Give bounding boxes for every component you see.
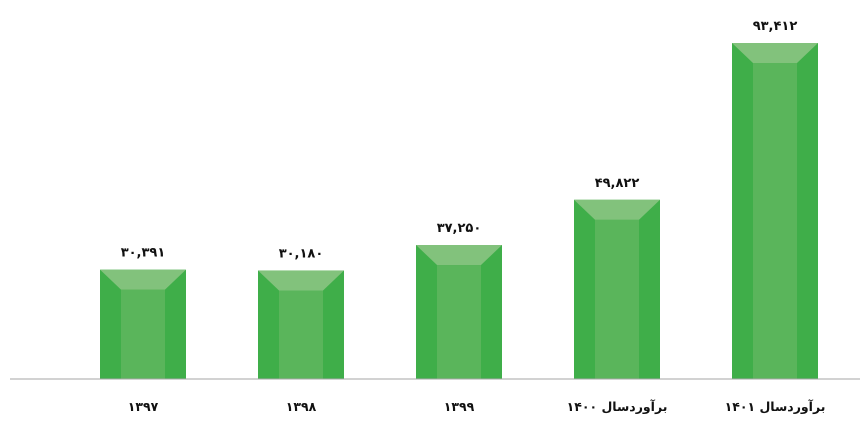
bar-value-label: ۴۹,۸۲۲ <box>595 176 640 191</box>
bar-value-label: ۳۷,۲۵۰ <box>437 221 482 236</box>
bar <box>574 199 660 379</box>
bar-value-label: ۹۳,۴۱۲ <box>753 19 798 34</box>
category-tick-label: ۱۳۹۹ <box>444 399 475 414</box>
bar-front-face <box>437 265 481 379</box>
category-tick-label: برآوردسال ۱۴۰۰ <box>567 399 668 414</box>
bar <box>100 269 186 379</box>
bar-top-cap <box>416 245 502 266</box>
category-labels-group: ۱۳۹۷ ۱۳۹۸ ۱۳۹۹ برآوردسال ۱۴۰۰ برآوردسال ۱۴۰۱ <box>128 399 826 414</box>
bar-front-face <box>753 63 797 379</box>
bar-top-cap <box>732 43 818 63</box>
category-tick-label: برآوردسال ۱۴۰۱ <box>725 399 826 414</box>
category-tick-label: ۱۳۹۸ <box>286 399 317 414</box>
bar <box>416 245 502 379</box>
bar <box>732 43 818 379</box>
bar-front-face <box>279 290 323 379</box>
bar-value-label: ۳۰,۳۹۱ <box>121 246 166 261</box>
category-tick-label: ۱۳۹۷ <box>128 399 159 414</box>
bar-value-label: ۳۰,۱۸۰ <box>279 246 324 261</box>
bars-group <box>100 43 818 379</box>
bar-top-cap <box>100 269 186 290</box>
bar <box>258 270 344 379</box>
bar-top-cap <box>258 270 344 291</box>
bar-front-face <box>121 289 165 379</box>
bar-top-cap <box>574 199 660 220</box>
value-labels-group: ۳۰,۳۹۱ ۳۰,۱۸۰ ۳۷,۲۵۰ ۴۹,۸۲۲ ۹۳,۴۱۲ <box>121 19 798 261</box>
bar-front-face <box>595 219 639 379</box>
